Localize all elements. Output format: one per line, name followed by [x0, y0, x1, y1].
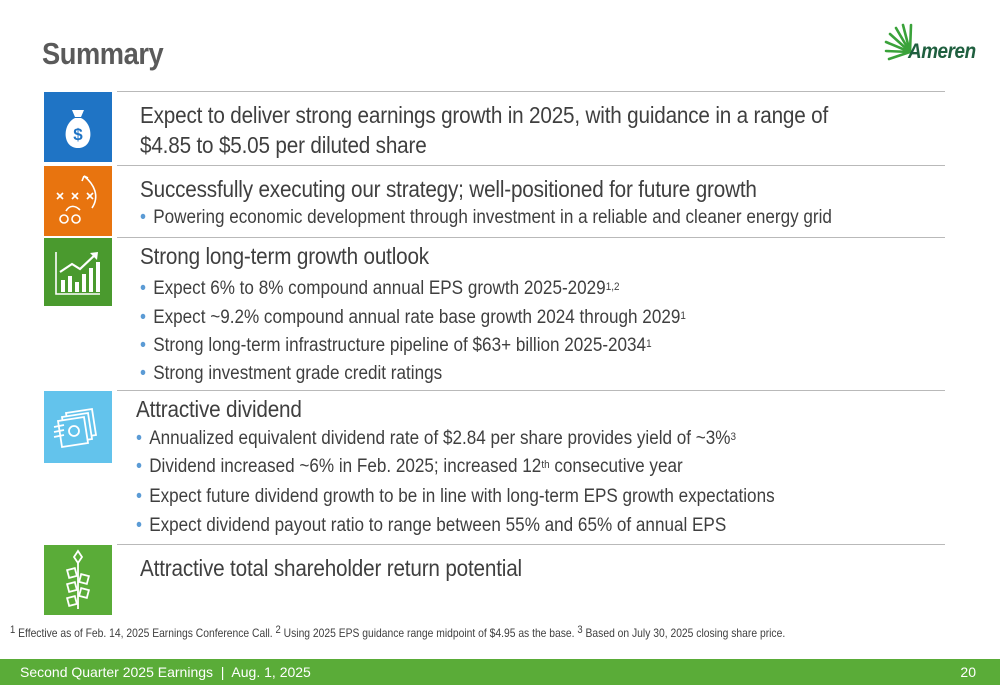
- section-shareholder-heading: Attractive total shareholder return pote…: [140, 555, 522, 581]
- section-divider: [117, 390, 945, 391]
- ameren-sunburst-icon: [884, 23, 913, 61]
- bullet-dot: •: [140, 307, 146, 328]
- bullet-item: • Strong investment grade credit ratings: [140, 363, 443, 384]
- bullet-dot: •: [136, 428, 142, 449]
- growth-chart-icon: [44, 238, 112, 306]
- page-number: 20: [960, 664, 976, 680]
- footer-label: Second Quarter 2025 Earnings | Aug. 1, 2…: [20, 664, 311, 680]
- bullet-item: • Expect 6% to 8% compound annual EPS gro…: [140, 278, 620, 299]
- section-earnings-heading-line2: $4.85 to $5.05 per diluted share: [140, 132, 427, 158]
- bullet-item: • Annualized equivalent dividend rate of …: [136, 428, 737, 449]
- footer-bar: Second Quarter 2025 Earnings | Aug. 1, 2…: [0, 659, 1000, 685]
- section-divider: [117, 544, 945, 545]
- footnote: 1 Effective as of Feb. 14, 2025 Earnings…: [10, 624, 786, 640]
- bullet-dot: •: [136, 486, 142, 507]
- money-bag-icon: $: [44, 92, 112, 162]
- bullet-item: • Powering economic development through i…: [140, 207, 832, 228]
- section-divider: [117, 165, 945, 166]
- section-dividend-heading: Attractive dividend: [136, 396, 302, 422]
- ameren-logo: [880, 22, 980, 72]
- section-earnings-heading-line1: Expect to deliver strong earnings growth…: [140, 102, 829, 128]
- bullet-item: • Strong long-term infrastructure pipelin…: [140, 335, 652, 356]
- section-growth-heading: Strong long-term growth outlook: [140, 243, 429, 269]
- cash-stack-icon: [44, 391, 112, 463]
- bullet-dot: •: [140, 363, 146, 384]
- bullet-item: • Dividend increased ~6% in Feb. 2025; in…: [136, 456, 683, 477]
- playbook-strategy-icon: [44, 166, 112, 236]
- logo-text: Ameren: [908, 40, 976, 63]
- svg-text:$: $: [73, 125, 83, 144]
- bullet-item: • Expect future dividend growth to be in …: [136, 486, 775, 507]
- bullet-item: • Expect dividend payout ratio to range b…: [136, 515, 727, 536]
- bullet-dot: •: [140, 335, 146, 356]
- plant-sprout-icon: [44, 545, 112, 615]
- bullet-item: • Expect ~9.2% compound annual rate base …: [140, 307, 686, 328]
- section-divider: [117, 91, 945, 92]
- bullet-dot: •: [136, 456, 142, 477]
- section-strategy-heading: Successfully executing our strategy; wel…: [140, 176, 757, 202]
- section-divider: [117, 237, 945, 238]
- page-title: Summary: [42, 36, 164, 71]
- bullet-dot: •: [140, 278, 146, 299]
- bullet-dot: •: [140, 207, 146, 228]
- bullet-dot: •: [136, 515, 142, 536]
